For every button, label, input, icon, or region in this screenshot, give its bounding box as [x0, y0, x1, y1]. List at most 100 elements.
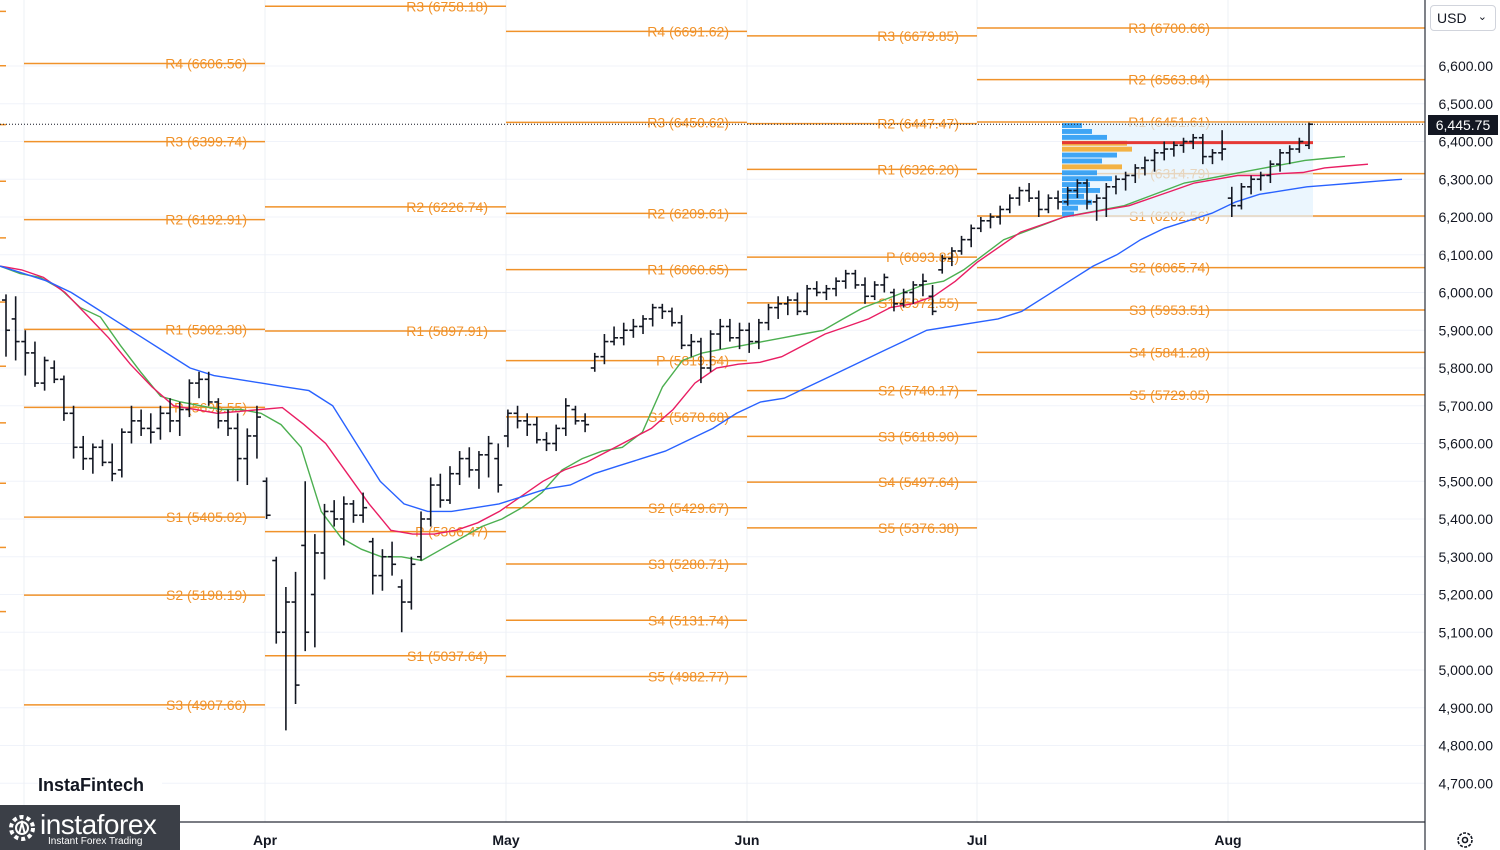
ohlc-bar	[851, 269, 860, 289]
ohlc-bar	[677, 315, 686, 350]
ohlc-bar	[59, 375, 68, 421]
price-tick-label: 5,600.00	[1439, 436, 1494, 452]
vp-row	[1062, 129, 1092, 134]
price-tick-label: 4,800.00	[1439, 738, 1494, 754]
vp-row	[1062, 134, 1107, 140]
price-tick-label: 5,700.00	[1439, 398, 1494, 414]
ohlc-bar	[909, 281, 918, 304]
ohlc-bar	[465, 447, 474, 478]
price-tick-label: 5,500.00	[1439, 473, 1494, 489]
vp-row	[1062, 193, 1084, 199]
ohlc-bar	[407, 556, 416, 610]
pivot-label: R2 (6447.47)	[877, 116, 959, 132]
price-axis[interactable]: 6,600.00 6,500.00 6,400.00 6,300.00 6,200.00…	[1424, 0, 1500, 850]
price-tick-label: 5,200.00	[1439, 587, 1494, 603]
ohlc-bar	[1083, 179, 1092, 210]
pivot-label: S2 (5429.67)	[648, 500, 729, 516]
ohlc-bar	[889, 288, 898, 312]
ohlc-bar	[204, 371, 213, 406]
ohlc-bar	[1295, 137, 1304, 153]
ohlc-bar	[870, 281, 879, 301]
logo-main-text: instaforex	[40, 809, 157, 840]
ohlc-bar	[947, 247, 956, 267]
pivot-label: S4 (5497.64)	[878, 474, 959, 490]
vp-row	[1062, 158, 1102, 164]
instaforex-gear-logo	[9, 815, 35, 841]
brand-watermark: InstaFintech	[38, 768, 162, 802]
ohlc-bar	[1140, 156, 1149, 176]
ohlc-bar	[764, 303, 773, 331]
vp-row	[1062, 170, 1097, 176]
ohlc-bar	[581, 413, 590, 433]
ohlc-bar	[1208, 149, 1217, 165]
price-tick-label: 6,600.00	[1439, 58, 1494, 74]
ohlc-bar	[1111, 175, 1120, 195]
ohlc-bar	[310, 534, 319, 648]
ohlc-bar	[1102, 183, 1111, 217]
ohlc-bar	[330, 500, 339, 527]
ohlc-bar	[69, 405, 78, 459]
pivot-label: R4 (6691.62)	[647, 23, 729, 39]
ohlc-bar	[532, 417, 541, 444]
ohlc-bar	[687, 334, 696, 357]
ohlc-bar	[88, 443, 97, 474]
ma-line	[0, 155, 1346, 562]
vp-row	[1062, 199, 1092, 205]
vp-row	[1062, 176, 1112, 182]
ohlc-bar	[436, 473, 445, 508]
current-price-tag: 6,445.75	[1428, 115, 1498, 135]
ohlc-bar	[137, 409, 146, 436]
pivot-label: S4 (5131.74)	[648, 612, 729, 628]
ohlc-bar	[610, 326, 619, 346]
month-label: Jun	[735, 832, 760, 848]
pivot-label: R3 (6758.18)	[406, 0, 488, 14]
pivot-label: S3 (5953.51)	[1129, 302, 1210, 318]
price-tick-label: 5,900.00	[1439, 322, 1494, 338]
ohlc-bar	[474, 451, 483, 489]
ohlc-bar	[1015, 186, 1024, 206]
price-tick-label: 6,400.00	[1439, 134, 1494, 150]
ohlc-bar	[117, 428, 126, 478]
ohlc-bar	[252, 405, 261, 459]
ohlc-bar	[938, 254, 947, 274]
ohlc-bar	[233, 413, 242, 482]
settings-icon[interactable]	[1455, 830, 1475, 850]
ohlc-bar	[716, 318, 725, 350]
pivot-label: R1 (6060.65)	[647, 262, 729, 278]
ohlc-bar	[658, 303, 667, 319]
pivot-label: S2 (5740.17)	[878, 383, 959, 399]
pivot-label: R1 (5897.91)	[406, 323, 488, 339]
ohlc-bar	[957, 235, 966, 255]
pivot-label: R2 (6226.74)	[406, 199, 488, 215]
pivot-label: S5 (5729.05)	[1129, 387, 1210, 403]
currency-selector[interactable]: USD ⌄	[1430, 5, 1496, 31]
pivot-label: R3 (6450.62)	[647, 114, 729, 130]
pivot-label: P (6093.82)	[886, 249, 959, 265]
ohlc-bar	[783, 296, 792, 316]
ohlc-bar	[667, 307, 676, 327]
vp-row	[1062, 123, 1082, 129]
ohlc-bar	[725, 318, 734, 342]
price-tick-label: 5,400.00	[1439, 511, 1494, 527]
ohlc-bar	[349, 500, 358, 523]
pivot-label: R3 (6679.85)	[877, 28, 959, 44]
ma-line	[0, 178, 1403, 513]
pivot-label: S5 (5376.38)	[878, 520, 959, 536]
ohlc-bar	[774, 296, 783, 319]
ohlc-bar	[272, 556, 281, 644]
ohlc-bar	[1160, 141, 1169, 161]
ohlc-bar	[561, 398, 570, 436]
ohlc-bar	[445, 466, 454, 504]
pivot-label: S1 (5670.68)	[648, 409, 729, 425]
time-axis[interactable]: Apr May Jun Jul Aug	[0, 821, 1425, 848]
ohlc-bar	[1247, 175, 1256, 195]
ohlc-bar	[11, 296, 20, 361]
price-tick-label: 6,000.00	[1439, 285, 1494, 301]
pivot-label: S5 (4982.77)	[648, 669, 729, 685]
ohlc-bar	[1276, 149, 1285, 172]
pivot-label: R2 (6192.91)	[165, 212, 247, 228]
ohlc-bar	[426, 477, 435, 527]
ohlc-bar	[1092, 194, 1101, 221]
pivot-label: S3 (4907.66)	[166, 697, 247, 713]
